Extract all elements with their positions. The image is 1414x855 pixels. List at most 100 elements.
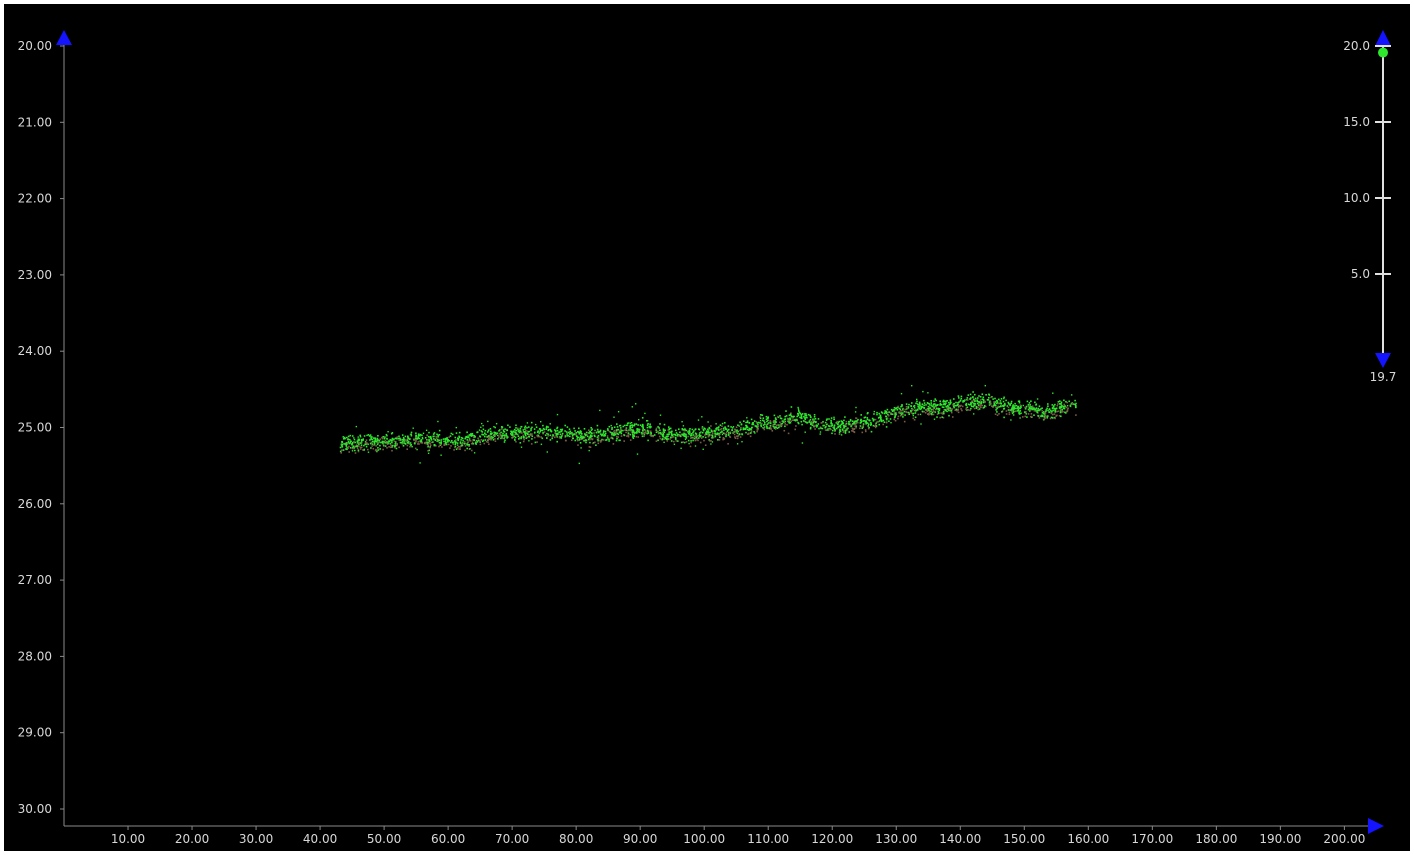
scatter-point bbox=[1047, 409, 1049, 412]
scatter-point bbox=[571, 439, 573, 441]
x-axis-arrow-icon[interactable] bbox=[1368, 818, 1384, 834]
scatter-point bbox=[494, 438, 496, 440]
scatter-point bbox=[1009, 403, 1011, 405]
scatter-point bbox=[682, 441, 685, 443]
scatter-point bbox=[899, 410, 902, 412]
scatter-point bbox=[588, 432, 590, 434]
scatter-point bbox=[498, 430, 500, 432]
scatter-point bbox=[1033, 410, 1036, 412]
scatter-point bbox=[554, 432, 556, 434]
scatter-point bbox=[632, 428, 634, 431]
scatter-point bbox=[353, 438, 356, 441]
scale-up-arrow-icon[interactable] bbox=[1375, 30, 1391, 46]
scatter-point bbox=[879, 414, 882, 417]
scatter-point bbox=[359, 435, 362, 438]
scatter-point bbox=[840, 423, 843, 426]
scatter-point bbox=[741, 433, 743, 435]
scatter-point bbox=[800, 416, 803, 418]
scatter-point bbox=[646, 420, 649, 422]
scatter-point bbox=[785, 410, 787, 412]
scatter-point bbox=[720, 428, 723, 430]
scatter-point bbox=[773, 414, 776, 417]
scatter-point bbox=[960, 397, 963, 400]
scatter-point bbox=[573, 433, 575, 435]
scatter-point bbox=[957, 402, 959, 404]
scatter-point bbox=[432, 433, 435, 435]
scatter-point bbox=[673, 440, 675, 443]
scatter-point bbox=[974, 393, 976, 396]
scatter-point bbox=[879, 415, 882, 418]
scatter-point bbox=[698, 437, 700, 439]
scatter-point bbox=[366, 442, 369, 445]
scatter-point bbox=[439, 444, 442, 446]
scatter-point bbox=[481, 431, 484, 433]
scatter-point bbox=[440, 454, 442, 456]
scatter-point bbox=[690, 440, 692, 442]
scatter-point bbox=[796, 415, 798, 418]
scatter-point bbox=[844, 432, 847, 434]
scatter-point bbox=[917, 409, 919, 411]
scatter-point bbox=[458, 436, 461, 439]
scatter-point bbox=[903, 420, 906, 423]
scatter-point bbox=[455, 448, 458, 450]
scatter-point bbox=[503, 431, 506, 433]
scatter-point bbox=[394, 446, 396, 449]
scatter-point bbox=[427, 452, 430, 454]
scatter-point bbox=[772, 425, 774, 427]
scatter-point bbox=[426, 443, 429, 445]
scatter-point bbox=[361, 439, 363, 442]
x-tick-label: 70.00 bbox=[495, 832, 529, 846]
scatter-point bbox=[1071, 402, 1074, 405]
scatter-point bbox=[671, 433, 673, 436]
scatter-point bbox=[856, 420, 858, 422]
scatter-point bbox=[774, 423, 776, 425]
scatter-point bbox=[1065, 406, 1068, 409]
scale-value-marker[interactable] bbox=[1378, 47, 1388, 58]
scatter-point bbox=[861, 427, 864, 429]
scatter-point bbox=[620, 435, 623, 437]
scatter-point bbox=[440, 443, 442, 446]
scatter-point bbox=[500, 428, 503, 430]
y-axis-arrow-icon[interactable] bbox=[56, 30, 72, 45]
scatter-point bbox=[819, 426, 822, 428]
scatter-point bbox=[757, 423, 759, 426]
scatter-point bbox=[902, 414, 904, 416]
scatter-point bbox=[861, 426, 864, 428]
scatter-point bbox=[699, 432, 701, 434]
scatter-point bbox=[410, 444, 412, 446]
scatter-point bbox=[798, 410, 800, 413]
scatter-point bbox=[514, 433, 516, 436]
scatter-point bbox=[905, 408, 908, 410]
scatter-point bbox=[662, 429, 665, 432]
scatter-point bbox=[428, 438, 430, 441]
scatter-point bbox=[454, 445, 457, 448]
scatter-point bbox=[494, 431, 497, 434]
scatter-point bbox=[784, 420, 786, 423]
scatter-point bbox=[848, 422, 850, 425]
scale-down-arrow-icon[interactable] bbox=[1375, 353, 1391, 368]
scatter-point bbox=[418, 437, 421, 440]
scale-bar[interactable]: 20.015.010.05.0 19.7 bbox=[1343, 30, 1396, 384]
scatter-point bbox=[974, 399, 977, 402]
scatter-point bbox=[524, 428, 526, 430]
scatter-point bbox=[457, 437, 459, 440]
scatter-point bbox=[571, 434, 574, 437]
plot-viewport[interactable]: 20.00 21.00 22.00 23.00 24.00 25.00 26.00 27.00… bbox=[4, 4, 1410, 851]
scatter-point bbox=[618, 431, 621, 434]
scatter-point bbox=[535, 426, 538, 428]
scatter-point bbox=[349, 442, 351, 445]
scatter-point bbox=[1060, 415, 1062, 418]
scatter-point bbox=[501, 435, 503, 438]
scatter-point bbox=[955, 408, 958, 411]
scatter-point bbox=[702, 436, 704, 438]
scatter-point bbox=[852, 430, 854, 433]
scatter-point bbox=[855, 417, 858, 420]
scatter-point bbox=[977, 401, 980, 403]
scatter-point bbox=[995, 406, 997, 409]
scatter-point bbox=[387, 431, 389, 433]
scatter-point bbox=[620, 429, 623, 432]
scatter-point bbox=[920, 407, 923, 410]
scatter-point bbox=[564, 435, 567, 437]
scatter-point bbox=[714, 434, 716, 437]
scatter-point bbox=[737, 435, 739, 438]
